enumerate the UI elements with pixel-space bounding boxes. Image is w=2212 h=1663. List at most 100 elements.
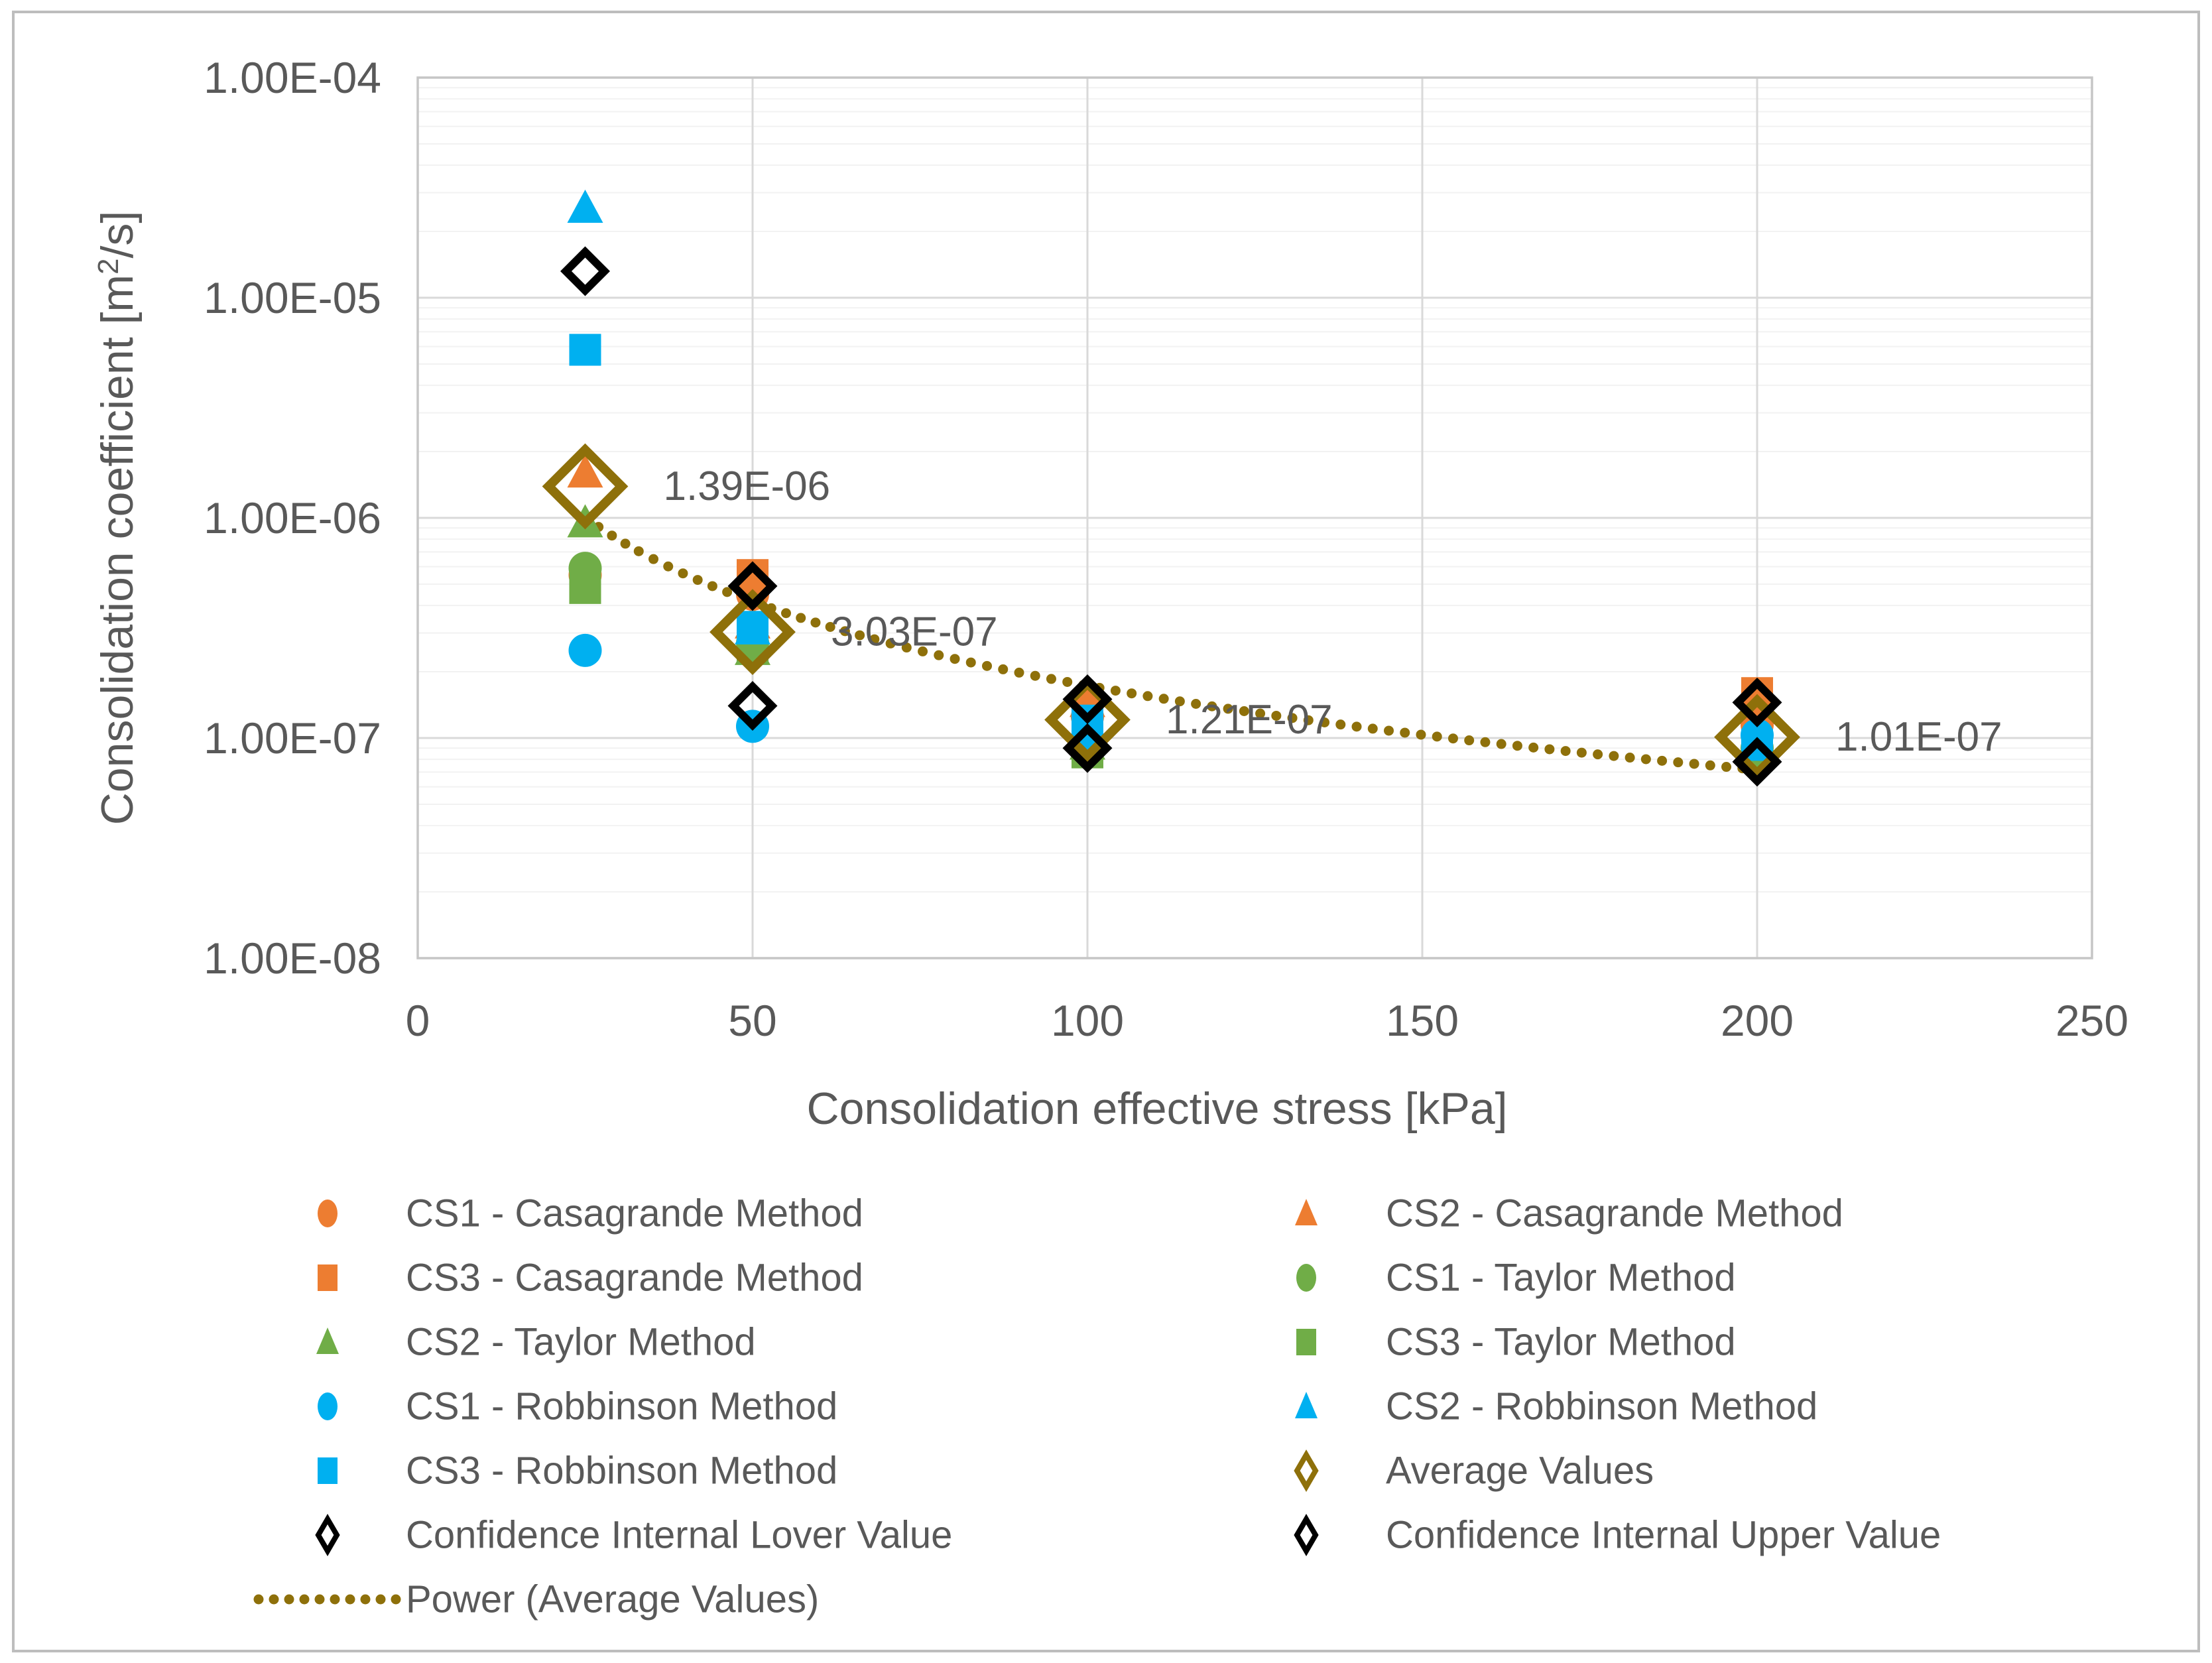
data-point-diamond-open-small [560, 246, 610, 296]
data-label: 1.21E-07 [1166, 697, 1333, 743]
data-point-square [569, 572, 601, 604]
trendline-dot [810, 617, 821, 628]
legend-square-icon [318, 1264, 338, 1291]
legend-dotted-line-icon [345, 1594, 355, 1605]
y-axis-tick-label: 1.00E-04 [204, 53, 381, 102]
legend-dotted-line-icon [360, 1594, 371, 1605]
trendline-dot [1351, 721, 1362, 732]
trendline-dot [1464, 735, 1475, 746]
x-axis-tick-label: 0 [406, 996, 430, 1045]
trendline-dot [950, 654, 960, 664]
trendline-dot [1689, 759, 1699, 769]
legend-item-label: CS3 - Robbinson Method [406, 1449, 837, 1493]
legend-circle-icon [318, 1392, 338, 1420]
legend-triangle-icon [1295, 1199, 1318, 1225]
legend-triangle-icon [316, 1327, 339, 1354]
trendline-dot [855, 630, 865, 641]
trendline-dot [1287, 713, 1298, 723]
trendline-dot [825, 621, 835, 632]
data-label: 1.01E-07 [1835, 714, 2002, 760]
x-axis-tick-label: 200 [1721, 996, 1794, 1045]
trendline-dot [1673, 757, 1684, 768]
trendline-dot [1705, 760, 1715, 770]
trendline-dot [1014, 667, 1024, 678]
trendline-dot [839, 626, 850, 637]
x-axis-title: Consolidation effective stress [kPa] [806, 1083, 1507, 1134]
trendline-dot [1271, 710, 1282, 721]
trendline-dot [1335, 719, 1346, 730]
trendline-dot [722, 587, 733, 597]
legend-item-label: Average Values [1386, 1449, 1654, 1493]
trendline-dot [1255, 708, 1266, 719]
legend-item-label: CS1 - Casagrande Method [406, 1192, 863, 1235]
trendline-dot [1544, 744, 1555, 755]
trendline-dot [1239, 706, 1249, 716]
trendline-dot [1191, 699, 1201, 709]
legend-dotted-line-icon [375, 1594, 386, 1605]
data-point-circle [568, 633, 602, 667]
trendline-dot [781, 608, 791, 619]
data-point-triangle [567, 190, 603, 223]
trendline-dot [998, 664, 1009, 674]
data-point-diamond-open-small [1732, 737, 1782, 787]
legend-dotted-line-icon [330, 1594, 340, 1605]
trendline-dot [1560, 746, 1571, 757]
data-point-square [569, 334, 601, 366]
y-axis-tick-label: 1.00E-08 [204, 934, 381, 983]
trendline-dot [1303, 715, 1314, 725]
legend-dotted-line-icon [314, 1594, 325, 1605]
data-point-diamond-open-small [727, 681, 778, 731]
legend-item-label: CS1 - Robbinson Method [406, 1385, 837, 1428]
figure-border [12, 11, 2200, 1652]
data-point-diamond-open-small [1062, 723, 1113, 773]
trendline-dot [1609, 751, 1619, 761]
x-axis-tick-label: 150 [1386, 996, 1459, 1045]
trendline-dot [1400, 727, 1410, 738]
legend-item-label: CS3 - Taylor Method [1386, 1321, 1736, 1364]
trendline-dot [1320, 717, 1330, 727]
legend-dotted-line-icon [269, 1594, 279, 1605]
trendline-dot [607, 530, 617, 541]
data-point-square [737, 611, 768, 643]
trendline-dot [1447, 733, 1458, 744]
legend-item-label: CS2 - Robbinson Method [1386, 1385, 1817, 1428]
trendline-dot [1142, 691, 1153, 702]
legend-square-icon [1296, 1329, 1316, 1355]
trendline-dot [1174, 696, 1185, 707]
x-axis-tick-label: 100 [1051, 996, 1124, 1045]
y-axis-title: Consolidation coefficient [m2/s] [92, 211, 143, 826]
legend-item-label: CS1 - Taylor Method [1386, 1257, 1736, 1300]
trendline-dot [1512, 741, 1522, 751]
x-axis-tick-label: 250 [2056, 996, 2128, 1045]
data-point-diamond-open-large [709, 589, 796, 676]
trendline-dot [1480, 737, 1491, 747]
legend-item-label: Confidence Internal Upper Value [1386, 1514, 1941, 1557]
x-axis-tick-label: 50 [728, 996, 776, 1045]
trendline-dot [796, 613, 806, 623]
y-axis-tick-label: 1.00E-07 [204, 713, 381, 763]
data-label: 1.39E-06 [664, 463, 831, 509]
trendline-dot [1158, 694, 1169, 704]
trendline-dot [934, 650, 944, 660]
trendline-dot [1110, 686, 1121, 696]
data-point-diamond-open-small [1732, 677, 1782, 727]
trendline-dot [620, 538, 631, 549]
plot-area-border [416, 76, 2093, 959]
trendline-dot [918, 646, 928, 656]
trendline-dot [1528, 742, 1539, 753]
legend-triangle-icon [1295, 1392, 1318, 1418]
trendline-dot [692, 575, 703, 585]
trendline-dot [1593, 749, 1603, 760]
data-point-diamond-open-large [1714, 694, 1800, 780]
data-point-triangle [567, 454, 603, 488]
y-axis-tick-label: 1.00E-05 [204, 273, 381, 322]
trendline-dot [1496, 739, 1506, 749]
trendline-dot [1432, 731, 1442, 742]
trendline-dot [1127, 688, 1137, 699]
trendline-dot [885, 638, 896, 648]
data-point-diamond-open-large [1044, 676, 1131, 763]
legend-item-label: Confidence Internal Lover Value [406, 1514, 952, 1557]
trendline-dot [1416, 729, 1426, 740]
trendline-dot [1721, 762, 1732, 772]
